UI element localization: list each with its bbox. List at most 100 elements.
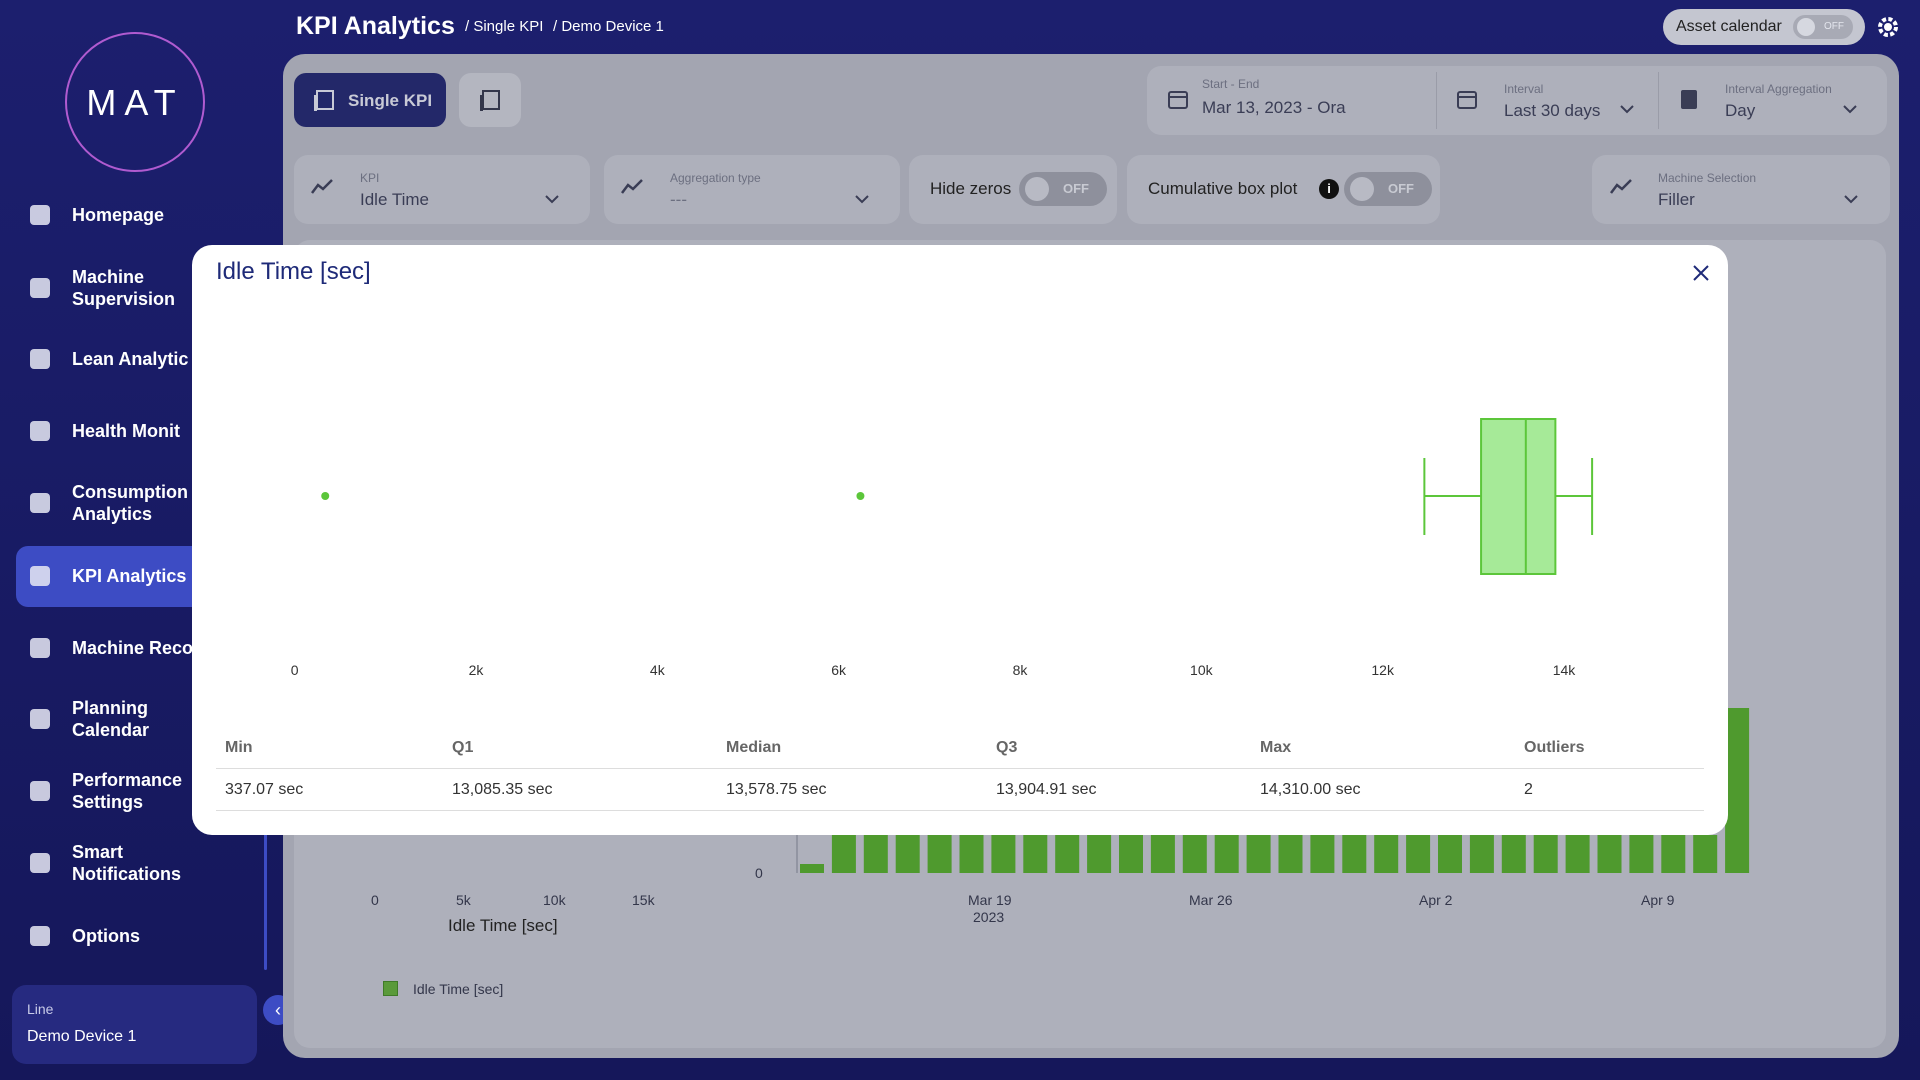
bg-tick: Mar 19 (968, 892, 1012, 908)
line-value: Demo Device 1 (27, 1028, 137, 1045)
aggregation-label: Aggregation type (670, 171, 761, 185)
nav-icon (30, 493, 50, 513)
background-bar (1597, 835, 1622, 873)
bg-tick: 10k (543, 892, 566, 908)
background-bar (1119, 835, 1143, 873)
settings-icon[interactable] (1876, 15, 1900, 39)
background-bar (831, 835, 856, 873)
table-header: Outliers (1524, 739, 1585, 756)
aggregation-value: --- (670, 190, 687, 209)
multi-kpi-tab[interactable] (459, 73, 521, 127)
bg-tick: 0 (755, 865, 763, 881)
nav-item[interactable]: Smart Notifications (72, 842, 182, 884)
chevron (1844, 195, 1858, 204)
cumulative-box-plot-label: Cumulative box plot (1148, 179, 1298, 198)
background-bar (1661, 835, 1686, 873)
background-bar (1374, 835, 1399, 873)
asset-calendar-label: Asset calendar (1676, 18, 1782, 35)
hide-zeros-toggle[interactable]: OFF (1019, 172, 1107, 206)
x-tick-label: 2k (469, 662, 485, 678)
cumulative-toggle[interactable]: OFF (1344, 172, 1432, 206)
nav-icon (30, 781, 50, 801)
info-icon[interactable]: i (1319, 179, 1339, 199)
table-cell: 2 (1524, 781, 1533, 798)
breadcrumb[interactable]: / Single KPI (465, 18, 544, 35)
modal-title: Idle Time [sec] (216, 258, 371, 285)
kpi-select[interactable] (294, 155, 590, 224)
nav-item[interactable]: Machine Reco (72, 638, 194, 658)
bg-tick: Apr 2 (1419, 892, 1453, 908)
x-tick-label: 6k (831, 662, 847, 678)
toggle-knob (1025, 177, 1049, 201)
nav-item[interactable]: KPI Analytics (72, 566, 187, 586)
single-kpi-tab[interactable] (294, 73, 446, 127)
table-cell: 13,085.35 sec (452, 781, 553, 798)
legend-label[interactable]: Idle Time [sec] (413, 981, 504, 997)
background-bar (1055, 835, 1080, 873)
table-cell: 337.07 sec (225, 781, 304, 798)
date-range-value[interactable]: Mar 13, 2023 - Ora (1202, 98, 1346, 117)
chevron[interactable] (1619, 103, 1635, 115)
nav-icon (30, 349, 50, 369)
aggregation-select[interactable] (604, 155, 900, 224)
box (1480, 418, 1557, 575)
close-button[interactable] (1691, 263, 1711, 283)
chevron[interactable] (1842, 103, 1858, 115)
legend-swatch (383, 981, 398, 996)
nav-icon (30, 421, 50, 441)
nav-item[interactable]: Health Monit (72, 421, 180, 441)
date-filters (1147, 66, 1887, 135)
outlier (321, 492, 330, 500)
toggle-knob (1350, 177, 1374, 201)
line-label: Line (27, 1001, 54, 1017)
nav-icon (30, 205, 50, 225)
table-rule (216, 768, 1704, 769)
outlier (856, 492, 865, 500)
machine-selection-label: Machine Selection (1658, 171, 1757, 185)
nav-item[interactable]: Options (72, 926, 140, 946)
table-header: Min (225, 739, 253, 756)
chevron (855, 195, 869, 204)
background-bar (1501, 835, 1526, 873)
line-box[interactable] (12, 985, 257, 1064)
x-tick-label: 10k (1190, 662, 1214, 678)
background-bar (1469, 835, 1494, 873)
nav-item[interactable]: Planning Calendar (72, 698, 150, 740)
toggle-knob (1797, 18, 1815, 36)
background-bar (1438, 835, 1462, 873)
toggle-state: OFF (1824, 21, 1844, 32)
nav-item[interactable]: Consumption Analytics (72, 482, 188, 524)
x-tick-label: 12k (1371, 662, 1395, 678)
interval-value[interactable]: Last 30 days (1504, 101, 1601, 120)
x-tick-label: 0 (291, 662, 299, 678)
machine-selection-value: Filler (1658, 190, 1695, 209)
background-bar (1693, 835, 1718, 873)
table-cell: 14,310.00 sec (1260, 781, 1361, 798)
nav-item[interactable]: Homepage (72, 205, 165, 225)
hide-zeros-label: Hide zeros (930, 179, 1012, 198)
nav-item[interactable]: Performance Settings (72, 770, 183, 812)
table-header: Q1 (452, 739, 474, 756)
background-bar (1565, 835, 1590, 873)
interval-aggregation-label: Interval Aggregation (1725, 82, 1832, 96)
box-plot: 0 2k 4k 6k 8k 10k 12k 14k (291, 418, 1594, 678)
background-bar (927, 835, 952, 873)
machine-select[interactable] (1592, 155, 1890, 224)
nav-item[interactable]: Machine Supervision (72, 267, 176, 309)
background-bar (1725, 708, 1750, 873)
clipboard-icon (1681, 90, 1697, 109)
background-bar (1342, 835, 1367, 873)
interval-aggregation-value[interactable]: Day (1725, 101, 1756, 120)
background-bar (1629, 835, 1654, 873)
bg-tick-year: 2023 (973, 909, 1005, 925)
x-tick-label: 14k (1553, 662, 1577, 678)
background-bar (1310, 835, 1335, 873)
table-header: Max (1260, 739, 1292, 756)
nav-icon (30, 638, 50, 658)
background-bar (1246, 835, 1271, 873)
logo[interactable] (65, 32, 205, 172)
nav-item[interactable]: Lean Analytic (72, 349, 189, 369)
breadcrumb[interactable]: / Demo Device 1 (553, 18, 664, 35)
table-cell: 13,578.75 sec (726, 781, 827, 798)
